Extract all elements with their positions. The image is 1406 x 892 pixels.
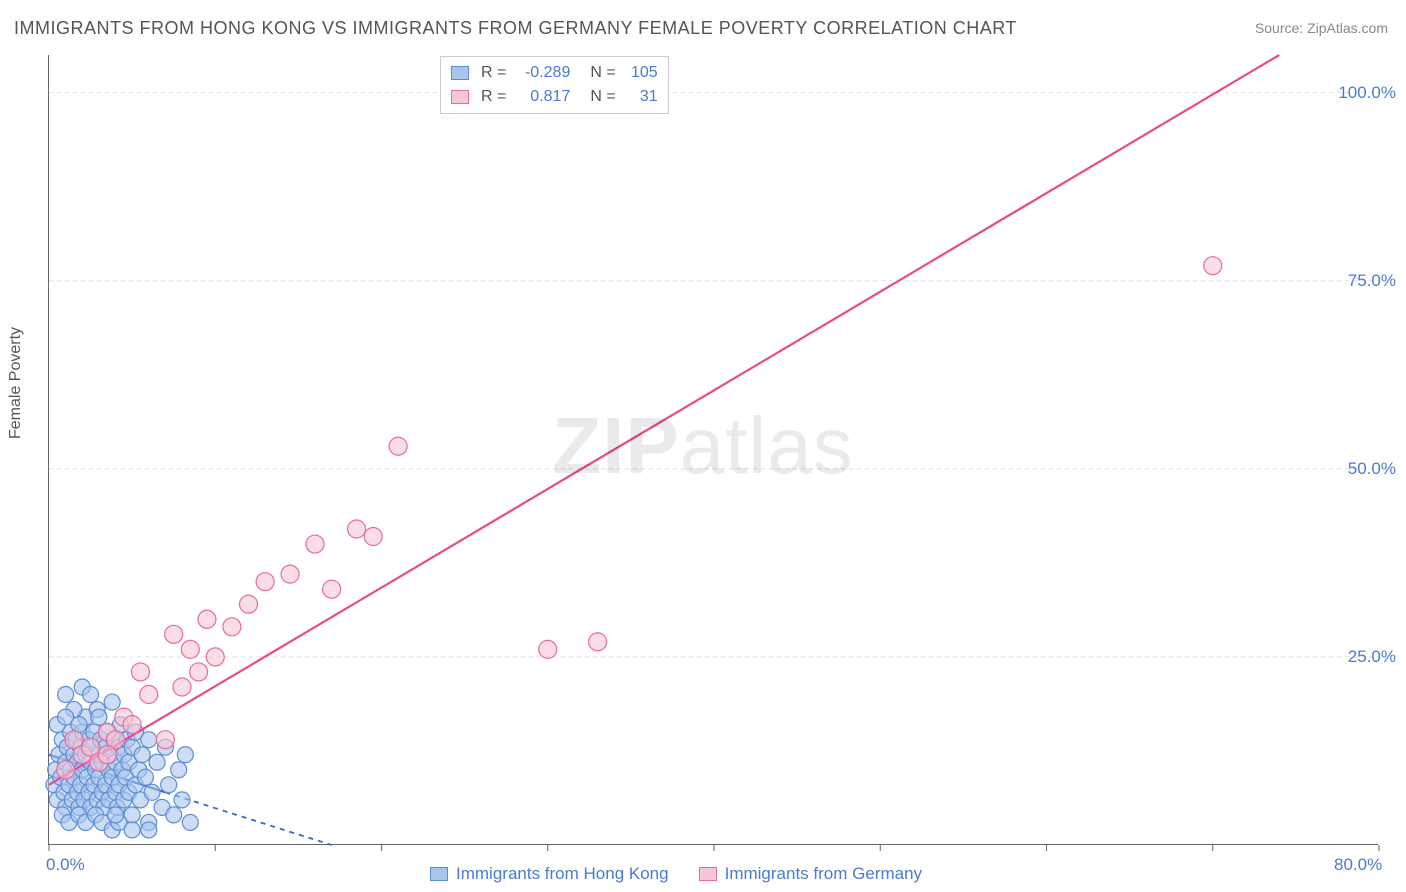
n-value: 105 [624, 61, 658, 85]
y-tick-label: 100.0% [1338, 83, 1396, 103]
correlation-legend-box: R = -0.289 N = 105 R = 0.817 N = 31 [440, 56, 669, 114]
scatter-svg [49, 55, 1378, 844]
n-value: 31 [624, 85, 658, 109]
r-value: -0.289 [514, 61, 570, 85]
x-tick-label: 0.0% [46, 855, 85, 875]
y-tick-label: 75.0% [1348, 271, 1396, 291]
correlation-legend-row: R = -0.289 N = 105 [451, 61, 658, 85]
source-attribution: Source: ZipAtlas.com [1255, 20, 1388, 36]
n-label: N = [590, 85, 615, 109]
y-axis-label: Female Poverty [7, 327, 25, 439]
r-value: 0.817 [514, 85, 570, 109]
series-legend-item: Immigrants from Hong Kong [430, 864, 669, 884]
correlation-legend-row: R = 0.817 N = 31 [451, 85, 658, 109]
x-tick-label: 80.0% [1334, 855, 1382, 875]
series-legend: Immigrants from Hong Kong Immigrants fro… [430, 864, 922, 884]
series-legend-item: Immigrants from Germany [699, 864, 922, 884]
series-legend-label: Immigrants from Germany [725, 864, 922, 884]
legend-swatch [699, 867, 717, 881]
n-label: N = [590, 61, 615, 85]
chart-title: IMMIGRANTS FROM HONG KONG VS IMMIGRANTS … [14, 18, 1017, 39]
legend-swatch [451, 66, 469, 80]
r-label: R = [481, 61, 506, 85]
legend-swatch [451, 90, 469, 104]
y-tick-label: 50.0% [1348, 459, 1396, 479]
series-legend-label: Immigrants from Hong Kong [456, 864, 669, 884]
chart-plot-area [48, 55, 1378, 845]
y-tick-label: 25.0% [1348, 647, 1396, 667]
legend-swatch [430, 867, 448, 881]
r-label: R = [481, 85, 506, 109]
